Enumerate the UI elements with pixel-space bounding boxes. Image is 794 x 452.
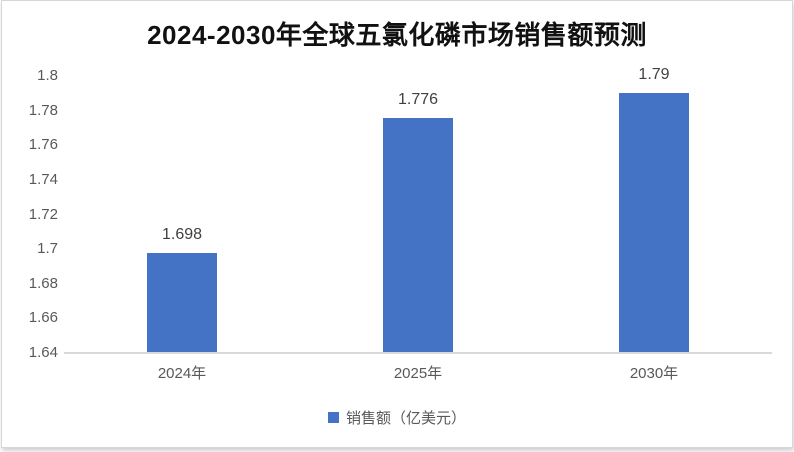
y-tick-label: 1.74 xyxy=(28,170,58,188)
x-axis-line xyxy=(64,352,772,354)
bar xyxy=(147,252,217,352)
x-tick-label: 2030年 xyxy=(629,365,679,382)
y-tick-label: 1.68 xyxy=(28,274,58,292)
chart-title: 2024-2030年全球五氯化磷市场销售额预测 xyxy=(147,20,647,50)
y-tick-label: 1.7 xyxy=(37,240,58,258)
bar-value-label: 1.776 xyxy=(397,90,439,108)
y-tick-label: 1.64 xyxy=(28,344,58,361)
bar xyxy=(619,93,689,352)
bar-value-label: 1.698 xyxy=(161,225,203,243)
y-tick-label: 1.78 xyxy=(28,101,58,119)
y-tick-label: 1.66 xyxy=(28,309,58,327)
x-tick-label: 2025年 xyxy=(393,365,443,382)
legend: 销售额（亿美元） xyxy=(2,407,792,428)
legend-marker-icon xyxy=(327,412,339,423)
y-tick-label: 1.72 xyxy=(28,205,58,223)
legend-label: 销售额（亿美元） xyxy=(345,410,466,427)
bar-value-label: 1.79 xyxy=(638,66,670,84)
y-tick-label: 1.8 xyxy=(37,67,58,84)
bar xyxy=(383,117,453,352)
y-tick-label: 1.76 xyxy=(28,136,58,154)
x-tick-label: 2024年 xyxy=(157,365,207,382)
